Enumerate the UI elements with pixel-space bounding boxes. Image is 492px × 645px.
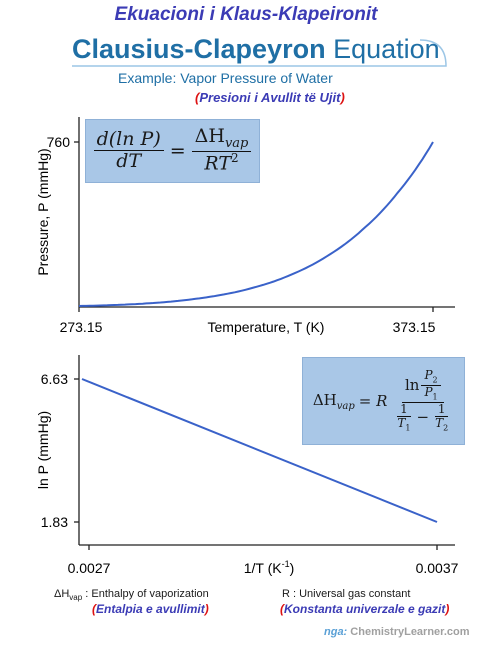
formula2-rhs-fraction: ln P2 P1 1 T1 − 1 T2 bbox=[391, 369, 454, 433]
formula2-t1-sub: 1 bbox=[405, 423, 411, 433]
legend-gas-albanian-text: Konstanta univerzale e gazit bbox=[284, 602, 446, 616]
legend-enthalpy-albanian: (Entalpia e avullimit) bbox=[92, 602, 209, 616]
formula1-rhs-num-sub: vap bbox=[224, 136, 249, 152]
formula2-t1: T bbox=[397, 416, 406, 431]
formula2-one-b: 1 bbox=[434, 402, 449, 418]
formula2-t2: T bbox=[435, 416, 444, 431]
formula2-p1-sub: 1 bbox=[432, 392, 438, 402]
formula2-p2-wrap: P2 bbox=[421, 368, 441, 387]
formula2-rhs-num: ln P2 P1 bbox=[401, 368, 444, 403]
chart2-series-line bbox=[81, 378, 438, 523]
chart2-x-tick-label-start: 0.0027 bbox=[68, 560, 111, 576]
legend-enthalpy-paren-open: ( bbox=[92, 602, 96, 616]
main-title: Clausius-Clapeyron Equation bbox=[72, 34, 440, 65]
formula1-rhs-den: RT bbox=[204, 152, 232, 175]
legend-enthalpy-symbol: ΔH bbox=[54, 588, 70, 600]
legend-enthalpy-sub: vap bbox=[69, 593, 83, 603]
formula2-lhs: ΔH bbox=[312, 390, 337, 409]
formula2-p-fraction: P2 P1 bbox=[421, 368, 441, 402]
legend-enthalpy-text: : Enthalpy of vaporization bbox=[82, 588, 209, 600]
credit-prefix: nga: bbox=[324, 626, 348, 638]
formula2-ln: ln bbox=[404, 376, 420, 395]
chart2-y-tick-label-top: 6.63 bbox=[41, 371, 68, 387]
chart1-y-axis-label: Pressure, P (mmHg) bbox=[35, 148, 51, 275]
legend-enthalpy-albanian-text: Entalpia e avullimit bbox=[96, 602, 205, 616]
credit-site: ChemistryLearner.com bbox=[350, 626, 470, 638]
formula1-rhs-den-wrap: RT2 bbox=[201, 152, 241, 175]
chart2-x-axis-label-main: 1/T (K bbox=[244, 560, 283, 576]
title-swoosh-decoration bbox=[72, 39, 447, 67]
formula2-p1: P bbox=[424, 385, 433, 400]
formula1-lhs-num: d(ln P) bbox=[93, 129, 164, 152]
formula1-rhs-fraction: ΔHvap RT2 bbox=[191, 125, 252, 175]
legend-enthalpy-paren-close: ) bbox=[204, 602, 209, 616]
main-title-light: Equation bbox=[333, 34, 440, 64]
formula2-rhs-den: 1 T1 − 1 T2 bbox=[391, 402, 454, 433]
subtitle-albanian: (Presioni i Avullit të Ujit) bbox=[195, 90, 345, 105]
chart2-y-axis-label: ln P (mmHg) bbox=[35, 411, 51, 489]
chart2-x-tick-label-end: 0.0037 bbox=[416, 560, 459, 576]
chart2-x-axis-label-close: ) bbox=[290, 560, 295, 576]
formula1-lhs-den: dT bbox=[116, 150, 142, 173]
formula2-lhs-sub: vap bbox=[336, 400, 355, 412]
formula2-t2-sub: 2 bbox=[443, 423, 449, 433]
chart1-x-tick-label-start: 273.15 bbox=[60, 319, 103, 335]
chart2-x-axis-label-sup: -1 bbox=[282, 559, 290, 569]
formula1-rhs-num-wrap: ΔHvap bbox=[191, 125, 252, 153]
formula2-t2-wrap: T2 bbox=[432, 416, 451, 433]
formula2-eq: = R bbox=[358, 392, 388, 410]
formula2-p2-sub: 2 bbox=[432, 375, 438, 385]
chart2-y-tick-label-bottom: 1.83 bbox=[41, 514, 68, 530]
chart1-x-tick-label-end: 373.15 bbox=[393, 319, 436, 335]
chart1-series-line bbox=[78, 141, 434, 307]
legend-gas-albanian: (Konstanta univerzale e gazit) bbox=[280, 602, 449, 616]
legend-gas-paren-open: ( bbox=[280, 602, 284, 616]
subtitle: Example: Vapor Pressure of Water bbox=[118, 70, 333, 86]
chart1-y-tick-label-760: 760 bbox=[47, 134, 71, 150]
formula2-one-a: 1 bbox=[397, 402, 411, 418]
chart2-x-axis-label: 1/T (K-1) bbox=[244, 559, 295, 576]
formula2-lhs-wrap: ΔHvap bbox=[313, 391, 355, 412]
formula1-equals: = bbox=[169, 140, 186, 162]
credit: nga: ChemistryLearner.com bbox=[324, 626, 470, 638]
subtitle-albanian-text: Presioni i Avullit të Ujit bbox=[199, 90, 341, 105]
formula2-t1-wrap: T1 bbox=[394, 416, 413, 433]
formula2-minus: − bbox=[416, 408, 430, 427]
chart2-formula-box: ΔHvap = R ln P2 P1 1 T1 − 1 T2 bbox=[302, 357, 465, 445]
paren-close: ) bbox=[340, 90, 345, 105]
formula1-rhs-den-sup: 2 bbox=[231, 151, 239, 166]
formula1-lhs-fraction: d(ln P) dT bbox=[93, 129, 164, 173]
paren-open: ( bbox=[195, 90, 200, 105]
legend-gas-paren-close: ) bbox=[445, 602, 450, 616]
formula2-t2-fraction: 1 T2 bbox=[432, 402, 451, 433]
chart1-x-axis-label: Temperature, T (K) bbox=[208, 319, 325, 335]
formula2-p2: P bbox=[424, 368, 433, 383]
legend-enthalpy: ΔHvap : Enthalpy of vaporization bbox=[54, 588, 209, 602]
formula1-rhs-num: ΔH bbox=[194, 125, 225, 148]
legend-gas-constant: R : Universal gas constant bbox=[282, 588, 411, 600]
main-title-bold: Clausius-Clapeyron bbox=[72, 34, 326, 64]
formula2-p1-wrap: P1 bbox=[421, 386, 440, 402]
albanian-title: Ekuacioni i Klaus-Klapeironit bbox=[114, 4, 378, 25]
formula2-t1-fraction: 1 T1 bbox=[394, 402, 413, 433]
chart1-formula-box: d(ln P) dT = ΔHvap RT2 bbox=[85, 119, 260, 183]
